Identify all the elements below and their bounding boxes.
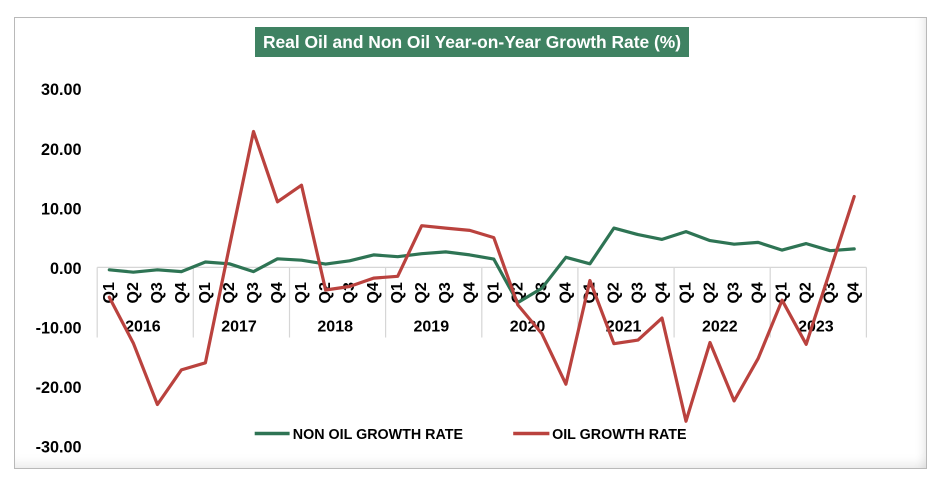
svg-text:OIL GROWTH RATE: OIL GROWTH RATE — [552, 427, 687, 443]
svg-text:Q2: Q2 — [702, 282, 719, 303]
svg-text:Q2: Q2 — [605, 282, 622, 303]
svg-text:2019: 2019 — [414, 319, 450, 336]
svg-text:Q3: Q3 — [630, 282, 647, 303]
svg-text:Q4: Q4 — [365, 282, 382, 303]
svg-text:-20.00: -20.00 — [36, 379, 82, 397]
svg-text:20.00: 20.00 — [41, 141, 82, 159]
svg-text:2022: 2022 — [702, 319, 738, 336]
svg-text:30.00: 30.00 — [41, 81, 82, 99]
svg-text:Q2: Q2 — [413, 282, 430, 303]
svg-text:10.00: 10.00 — [41, 200, 82, 218]
svg-text:Q3: Q3 — [726, 282, 743, 303]
svg-text:2023: 2023 — [798, 319, 834, 336]
svg-text:Q4: Q4 — [846, 282, 863, 303]
svg-text:Q2: Q2 — [798, 282, 815, 303]
svg-text:Q1: Q1 — [678, 282, 695, 303]
svg-text:Q4: Q4 — [750, 282, 767, 303]
svg-text:2021: 2021 — [606, 319, 642, 336]
svg-text:Q1: Q1 — [389, 282, 406, 303]
svg-text:NON OIL GROWTH RATE: NON OIL GROWTH RATE — [293, 427, 463, 443]
svg-text:Q1: Q1 — [774, 282, 791, 303]
svg-text:Q1: Q1 — [101, 282, 118, 303]
svg-text:2020: 2020 — [510, 319, 546, 336]
svg-text:Q4: Q4 — [654, 282, 671, 303]
svg-text:Q3: Q3 — [437, 282, 454, 303]
svg-text:Q2: Q2 — [125, 282, 142, 303]
svg-text:Q3: Q3 — [149, 282, 166, 303]
svg-text:Q2: Q2 — [221, 282, 238, 303]
svg-text:Q4: Q4 — [557, 282, 574, 303]
svg-text:-30.00: -30.00 — [36, 439, 82, 457]
svg-text:2016: 2016 — [125, 319, 161, 336]
svg-text:Q4: Q4 — [173, 282, 190, 303]
svg-text:2018: 2018 — [317, 319, 353, 336]
svg-text:2017: 2017 — [221, 319, 257, 336]
svg-text:Q3: Q3 — [533, 282, 550, 303]
svg-text:Q4: Q4 — [461, 282, 478, 303]
svg-text:0.00: 0.00 — [50, 260, 82, 278]
svg-text:Q1: Q1 — [293, 282, 310, 303]
svg-text:Q3: Q3 — [245, 282, 262, 303]
svg-text:-10.00: -10.00 — [36, 320, 82, 338]
svg-text:Q2: Q2 — [317, 282, 334, 303]
svg-text:Q4: Q4 — [269, 282, 286, 303]
svg-text:Q1: Q1 — [197, 282, 214, 303]
svg-text:Q1: Q1 — [485, 282, 502, 303]
